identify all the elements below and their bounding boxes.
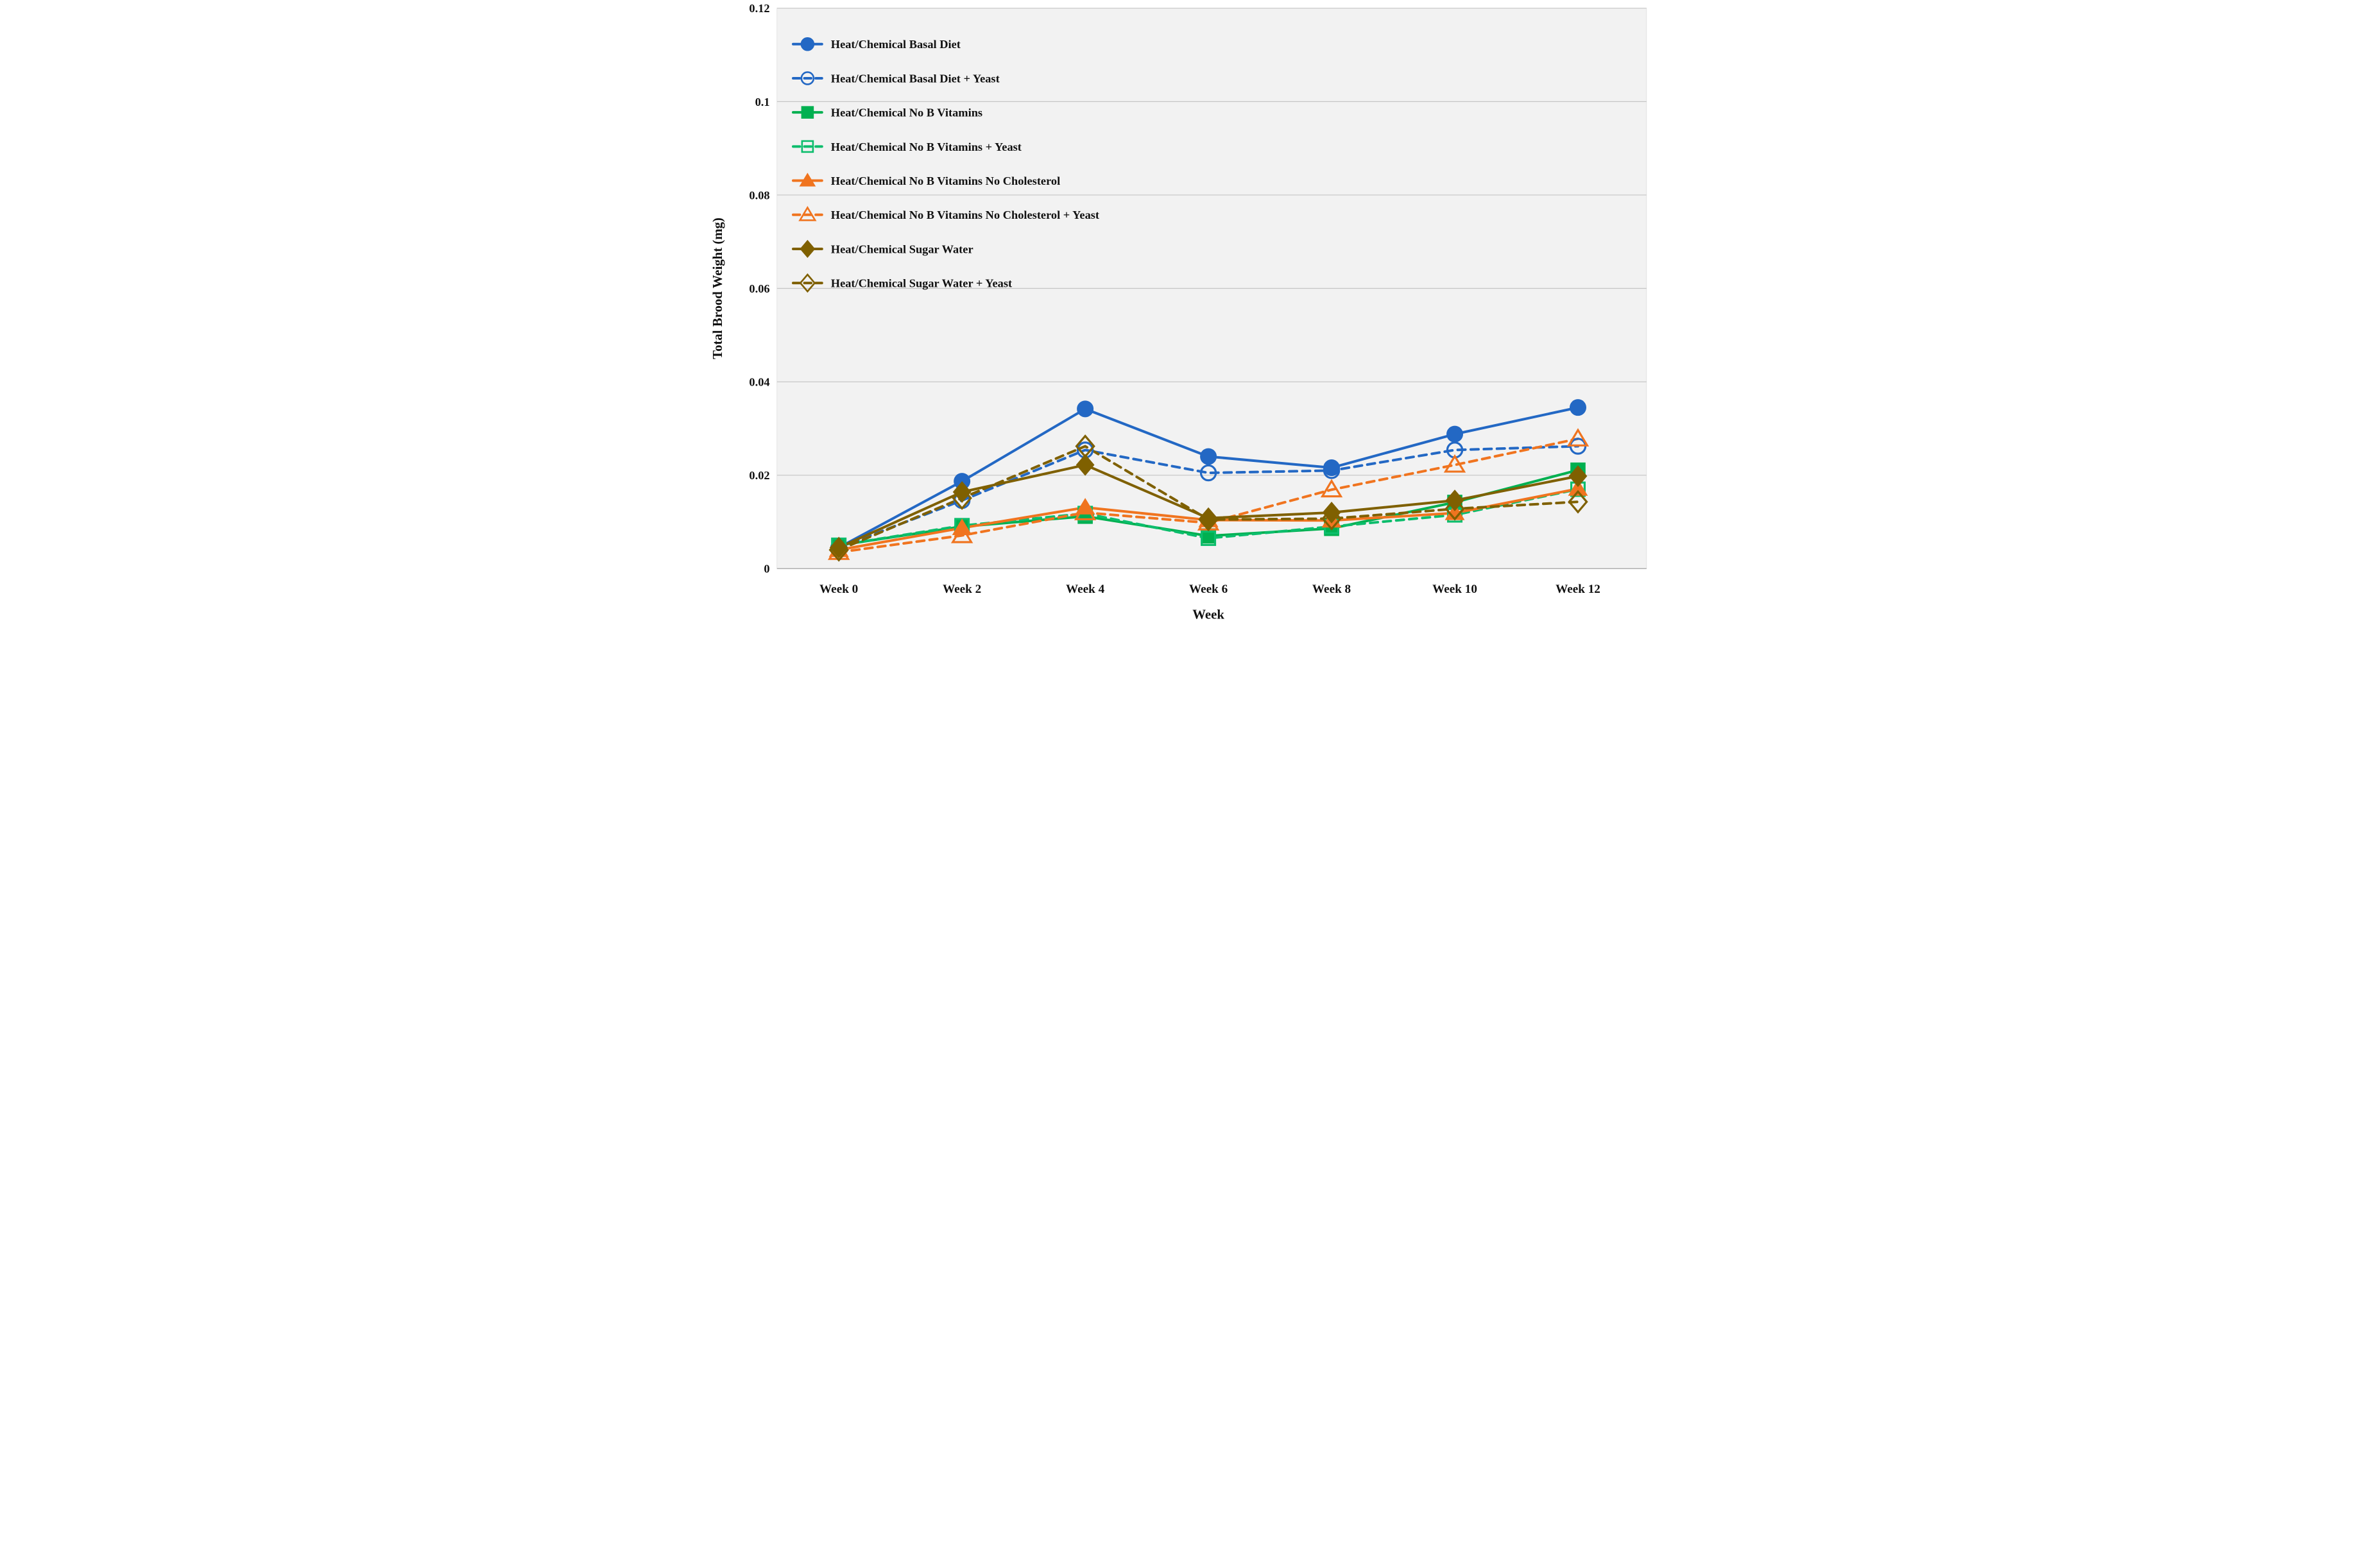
y-tick-0.04: 0.04 bbox=[749, 376, 769, 389]
legend-marker-heat-chemical-basal-diet-yeast bbox=[800, 71, 815, 85]
legend-label-heat-chemical-basal-diet: Heat/Chemical Basal Diet bbox=[831, 38, 961, 51]
marker-heat-chemical-sugar-water-week-12 bbox=[1568, 465, 1588, 488]
marker-heat-chemical-basal-diet-week-12 bbox=[1570, 399, 1587, 416]
y-axis-title: Total Brood Weight (mg) bbox=[710, 217, 725, 359]
series-marker-layer bbox=[827, 399, 1590, 562]
x-tick-week-10: Week 10 bbox=[1432, 583, 1477, 596]
marker-heat-chemical-sugar-water-week-2 bbox=[952, 481, 972, 503]
tick-label-layer: 0 0.02 0.04 0.06 0.08 0.1 0.12 Week 0 Week 2 Week… bbox=[749, 2, 1600, 596]
x-tick-week-4: Week 4 bbox=[1066, 583, 1105, 596]
marker-heat-chemical-sugar-water-yeast-week-4 bbox=[1075, 434, 1095, 459]
legend-marker-heat-chemical-basal-diet bbox=[800, 37, 815, 51]
legend-marker-heat-chemical-sugar-water-yeast bbox=[799, 273, 816, 293]
legend-item-heat-chemical-no-b-vitamins: Heat/Chemical No B Vitamins bbox=[791, 106, 982, 119]
x-tick-week-2: Week 2 bbox=[943, 583, 981, 596]
marker-heat-chemical-sugar-water-week-4 bbox=[1076, 454, 1095, 476]
y-tick-0.06: 0.06 bbox=[749, 282, 769, 295]
marker-heat-chemical-sugar-water-yeast-week-12 bbox=[1568, 490, 1588, 514]
legend-label-heat-chemical-no-b-vitamins: Heat/Chemical No B Vitamins bbox=[831, 107, 982, 119]
legend-item-heat-chemical-no-b-vitamins-no-cholesterol-yeast: Heat/Chemical No B Vitamins No Cholester… bbox=[791, 206, 1100, 221]
marker-heat-chemical-sugar-water-yeast-week-2 bbox=[952, 486, 972, 510]
legend-item-heat-chemical-no-b-vitamins-no-cholesterol: Heat/Chemical No B Vitamins No Cholester… bbox=[791, 173, 1060, 187]
x-tick-week-6: Week 6 bbox=[1189, 583, 1228, 596]
marker-heat-chemical-no-b-vitamins-no-cholesterol-yeast-week-10 bbox=[1443, 454, 1466, 473]
marker-heat-chemical-sugar-water-yeast-week-10 bbox=[1444, 497, 1465, 521]
marker-heat-chemical-basal-diet-week-10 bbox=[1446, 425, 1464, 443]
x-tick-week-0: Week 0 bbox=[819, 583, 858, 596]
legend-label-heat-chemical-basal-diet-yeast: Heat/Chemical Basal Diet + Yeast bbox=[831, 72, 1000, 85]
x-axis-title: Week bbox=[1192, 608, 1224, 622]
legend-label-heat-chemical-sugar-water: Heat/Chemical Sugar Water bbox=[831, 243, 973, 255]
legend-label-heat-chemical-no-b-vitamins-no-cholesterol: Heat/Chemical No B Vitamins No Cholester… bbox=[831, 175, 1060, 187]
legend-item-heat-chemical-no-b-vitamins-yeast: Heat/Chemical No B Vitamins + Yeast bbox=[791, 140, 1022, 153]
legend-item-heat-chemical-sugar-water: Heat/Chemical Sugar Water bbox=[791, 239, 973, 258]
y-tick-0: 0 bbox=[764, 563, 769, 575]
marker-heat-chemical-basal-diet-yeast-week-8 bbox=[1323, 462, 1341, 479]
legend-label-heat-chemical-no-b-vitamins-yeast: Heat/Chemical No B Vitamins + Yeast bbox=[831, 141, 1022, 153]
x-tick-week-8: Week 8 bbox=[1312, 583, 1351, 596]
x-tick-week-12: Week 12 bbox=[1556, 583, 1600, 596]
marker-heat-chemical-no-b-vitamins-no-cholesterol-yeast-week-2 bbox=[950, 524, 973, 543]
legend-marker-heat-chemical-no-b-vitamins-no-cholesterol-yeast bbox=[798, 206, 817, 221]
legend: Heat/Chemical Basal Diet Heat/Chemical Ba… bbox=[791, 37, 1100, 293]
legend-marker-heat-chemical-no-b-vitamins-no-cholesterol bbox=[799, 173, 816, 187]
y-tick-0.08: 0.08 bbox=[749, 189, 769, 201]
marker-heat-chemical-sugar-water-yeast-week-8 bbox=[1321, 506, 1342, 531]
figure: 0 0.02 0.04 0.06 0.08 0.1 0.12 Week 0 Week 2 Week… bbox=[707, 0, 1650, 627]
marker-heat-chemical-no-b-vitamins-no-cholesterol-yeast-week-8 bbox=[1320, 479, 1343, 498]
legend-marker-heat-chemical-no-b-vitamins bbox=[801, 106, 814, 119]
legend-marker-heat-chemical-sugar-water bbox=[800, 239, 816, 258]
y-tick-0.1: 0.1 bbox=[755, 96, 770, 108]
brood-weight-line-chart: 0 0.02 0.04 0.06 0.08 0.1 0.12 Week 0 Week 2 Week… bbox=[710, 2, 1647, 622]
legend-marker-heat-chemical-no-b-vitamins-yeast bbox=[801, 140, 814, 153]
marker-heat-chemical-sugar-water-yeast-week-6 bbox=[1198, 507, 1219, 532]
legend-item-heat-chemical-sugar-water-yeast: Heat/Chemical Sugar Water + Yeast bbox=[791, 273, 1013, 293]
marker-heat-chemical-sugar-water-week-8 bbox=[1322, 501, 1341, 524]
legend-item-heat-chemical-basal-diet-yeast: Heat/Chemical Basal Diet + Yeast bbox=[791, 71, 1000, 85]
y-tick-0.12: 0.12 bbox=[749, 2, 769, 15]
marker-heat-chemical-sugar-water-week-10 bbox=[1445, 490, 1464, 511]
marker-heat-chemical-no-b-vitamins-no-cholesterol-yeast-week-12 bbox=[1566, 428, 1590, 447]
marker-heat-chemical-no-b-vitamins-no-cholesterol-week-12 bbox=[1568, 479, 1588, 496]
marker-heat-chemical-sugar-water-yeast-week-0 bbox=[828, 538, 849, 562]
marker-heat-chemical-basal-diet-week-6 bbox=[1200, 448, 1217, 465]
marker-heat-chemical-basal-diet-yeast-week-6 bbox=[1199, 464, 1217, 482]
marker-heat-chemical-no-b-vitamins-no-cholesterol-yeast-week-4 bbox=[1074, 502, 1097, 520]
legend-label-heat-chemical-sugar-water-yeast: Heat/Chemical Sugar Water + Yeast bbox=[831, 277, 1013, 290]
y-tick-0.02: 0.02 bbox=[749, 469, 769, 482]
legend-label-heat-chemical-no-b-vitamins-no-cholesterol-yeast: Heat/Chemical No B Vitamins No Cholester… bbox=[831, 209, 1100, 221]
legend-item-heat-chemical-basal-diet: Heat/Chemical Basal Diet bbox=[791, 37, 961, 51]
gridline-layer bbox=[776, 8, 1647, 569]
marker-heat-chemical-sugar-water-week-0 bbox=[829, 536, 848, 559]
marker-heat-chemical-no-b-vitamins-yeast-week-6 bbox=[1201, 530, 1217, 546]
marker-heat-chemical-basal-diet-week-4 bbox=[1077, 400, 1094, 418]
